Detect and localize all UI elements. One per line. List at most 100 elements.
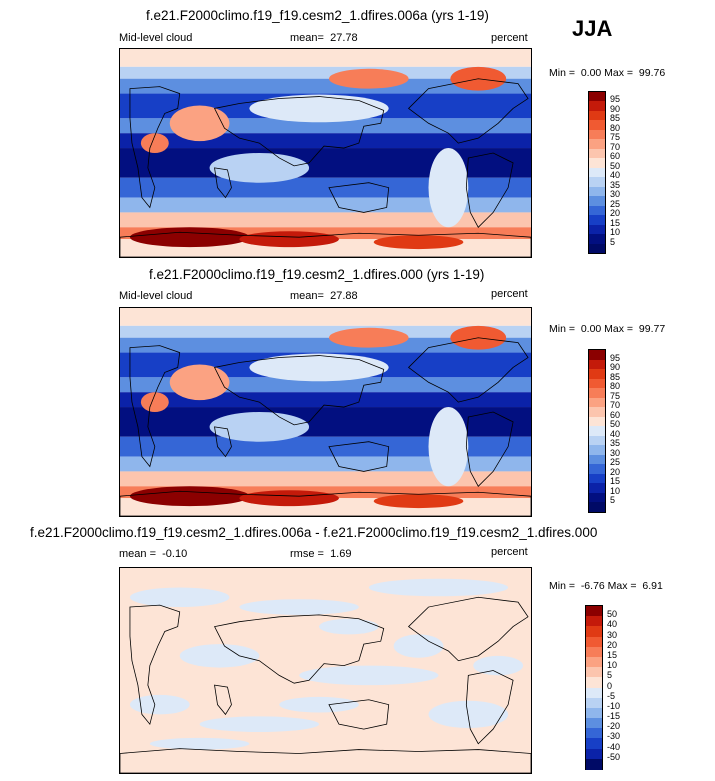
panel-3-left-value: -0.10: [162, 548, 188, 560]
panel-1-colorbar-segment: [589, 177, 605, 188]
panel-2-colorbar-tick-label: 35: [610, 438, 621, 449]
panel-1-colorbar-tick-label: 30: [610, 189, 621, 200]
panel-1-max-label: Max =: [604, 67, 634, 79]
panel-2-colorbar-segment: [589, 397, 605, 408]
cloud-feature: [169, 105, 230, 142]
cloud-feature: [428, 407, 469, 487]
panel-2-colorbar-tick-label: 40: [610, 428, 621, 439]
cloud-band: [120, 133, 531, 149]
panel-2-min-value: 0.00: [580, 323, 602, 335]
panel-2-colorbar-segment: [589, 473, 605, 484]
panel-3-stat-label: rmse =: [290, 548, 324, 560]
panel-3-colorbar-segment: [586, 718, 602, 729]
coastline: [214, 426, 232, 458]
panel-2-colorbar-tick-label: 15: [610, 476, 621, 487]
panel-2-colorbar-tick-label: 20: [610, 466, 621, 477]
panel-3-colorbar-segment: [586, 748, 602, 760]
diff-feature: [473, 655, 524, 676]
panel-3-colorbar-segment: [586, 738, 602, 750]
coastline: [129, 86, 181, 209]
cloud-feature: [239, 231, 339, 248]
cloud-feature: [209, 153, 310, 183]
coastline: [465, 411, 514, 487]
panel-3-colorbar-tick-label: -15: [607, 711, 621, 722]
panel-3-units: percent: [491, 546, 528, 558]
panel-3-colorbar-tick-label: 15: [607, 649, 618, 660]
cloud-band: [120, 78, 531, 94]
panel-1-colorbar-segment: [589, 224, 605, 235]
cloud-feature: [328, 68, 409, 89]
panel-3-rmse: rmse = 1.69: [290, 548, 351, 560]
panel-2-max-label: Max =: [604, 323, 634, 335]
panel-3-colorbar-tick-label: 30: [607, 629, 618, 640]
cloud-band: [120, 337, 531, 353]
panel-2-stat-label: mean=: [290, 290, 324, 302]
panel-2-colorbar-tick-label: 10: [610, 485, 621, 496]
panel-1-colorbar-segment: [589, 243, 605, 254]
cloud-band: [120, 456, 531, 472]
panel-1-colorbar-tick-label: 90: [610, 103, 621, 114]
panel-1-colorbar-segment: [589, 92, 605, 102]
panel-1-minmax: Min = 0.00 Max = 99.76: [549, 67, 665, 79]
coastline: [214, 684, 232, 716]
panel-1-stat-label: mean=: [290, 32, 324, 44]
cloud-band: [120, 212, 531, 228]
panel-1-min-label: Min =: [549, 67, 575, 79]
coastline: [120, 748, 531, 773]
panel-1-colorbar-segment: [589, 110, 605, 121]
panel-2-colorbar-tick-label: 5: [610, 495, 616, 506]
cloud-feature: [249, 94, 389, 123]
panel-3-colorbar-segment: [586, 656, 602, 668]
cloud-feature: [209, 412, 310, 442]
panel-3-colorbar-segment: [586, 646, 602, 658]
panel-3-colorbar-segment: [586, 626, 602, 638]
panel-2-colorbar: [588, 349, 606, 513]
diff-feature: [129, 694, 190, 715]
panel-1-map: [119, 48, 532, 258]
panel-2-colorbar-segment: [589, 426, 605, 437]
cloud-band: [120, 308, 531, 326]
panel-1-colorbar-tick-label: 80: [610, 122, 621, 133]
panel-3-colorbar-tick-label: 50: [607, 609, 618, 620]
panel-2-left-label: Mid-level cloud: [119, 290, 193, 302]
cloud-band: [120, 436, 531, 457]
panel-1-mean: mean= 27.78: [290, 32, 358, 44]
panel-2-colorbar-segment: [589, 416, 605, 427]
cloud-band: [120, 392, 531, 408]
cloud-band: [120, 148, 531, 178]
panel-3-stat-value: 1.69: [330, 548, 352, 560]
panel-2-max-value: 99.77: [638, 323, 666, 335]
cloud-band: [120, 325, 531, 338]
panel-2-colorbar-segment: [589, 464, 605, 475]
panel-2-units: percent: [491, 288, 528, 300]
diff-feature: [299, 665, 439, 686]
panel-2-colorbar-tick-label: 30: [610, 447, 621, 458]
coastline: [214, 167, 232, 199]
cloud-band: [120, 66, 531, 79]
panel-1-colorbar-tick-label: 25: [610, 198, 621, 209]
coastline: [129, 345, 181, 468]
panel-3-colorbar-tick-label: -20: [607, 721, 621, 732]
panel-3-colorbar-tick-label: -50: [607, 751, 621, 762]
panel-3-max-label: Max =: [607, 580, 637, 592]
panel-3-left-label: mean =: [119, 548, 156, 560]
panel-2-colorbar-tick-label: 80: [610, 381, 621, 392]
coastline: [213, 96, 385, 167]
panel-1-colorbar-tick-label: 85: [610, 113, 621, 124]
panel-3-colorbar-tick-label: 0: [607, 680, 613, 691]
cloud-feature: [140, 392, 169, 412]
panel-1-colorbar-segment: [589, 196, 605, 207]
panel-3-title: f.e21.F2000climo.f19_f19.cesm2_1.dfires.…: [30, 525, 598, 540]
diff-feature: [368, 578, 509, 597]
cloud-feature: [140, 133, 169, 153]
coastline: [407, 337, 529, 403]
panel-3-min-label: Min =: [549, 580, 575, 592]
cloud-feature: [328, 327, 409, 348]
panel-2-colorbar-segment: [589, 492, 605, 503]
panel-3-colorbar-tick-label: 40: [607, 619, 618, 630]
season-label: JJA: [572, 16, 613, 41]
panel-2-field: [120, 308, 531, 516]
panel-2-colorbar-tick-label: 25: [610, 457, 621, 468]
diff-feature: [279, 696, 359, 713]
panel-1-colorbar: [588, 91, 606, 254]
